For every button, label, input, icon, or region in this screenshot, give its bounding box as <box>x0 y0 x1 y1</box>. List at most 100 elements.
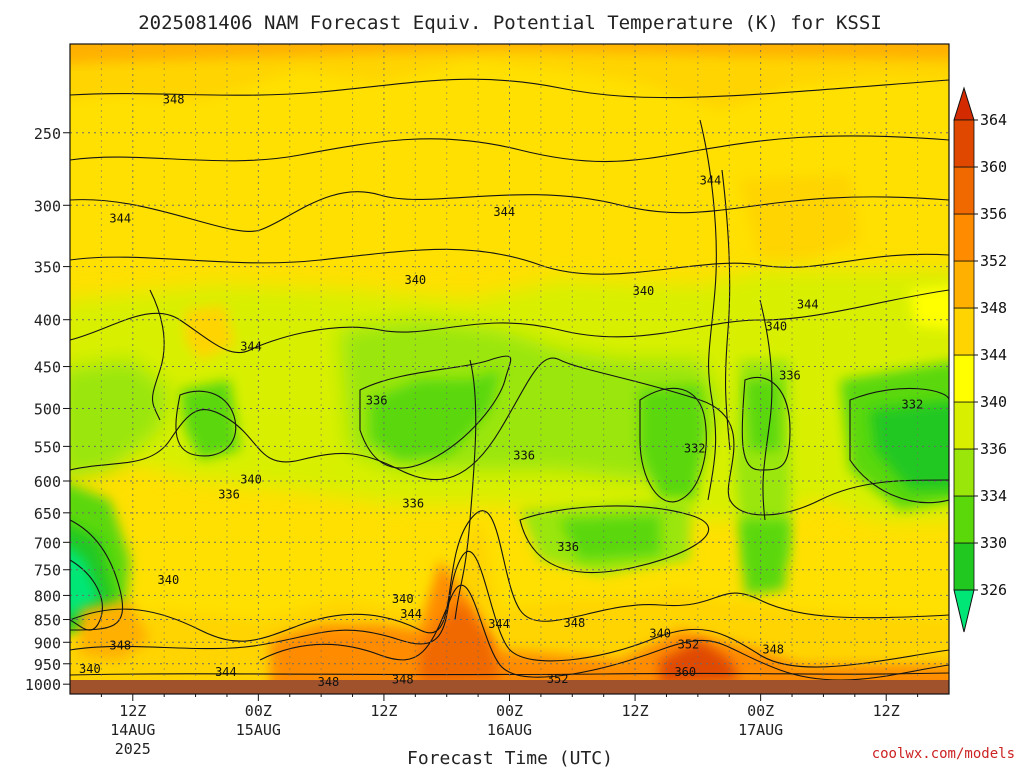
x-tick-year: 2025 <box>115 740 151 758</box>
colorbar-label: 352 <box>980 252 1007 270</box>
colorbar-bottom-arrow <box>953 589 975 633</box>
colorbar-label: 364 <box>980 111 1007 129</box>
colorbar-band <box>953 354 975 403</box>
contour-line <box>70 357 949 516</box>
colorbar-label: 360 <box>980 158 1007 176</box>
colorbar-label: 344 <box>980 346 1007 364</box>
contour-label: 336 <box>402 497 424 511</box>
contour-label: 344 <box>797 298 819 312</box>
contour-label: 340 <box>240 473 262 487</box>
contour-label: 348 <box>392 672 414 686</box>
contour-label: 352 <box>547 672 569 686</box>
colorbar-band <box>953 260 975 309</box>
y-tick-label: 750 <box>34 562 61 580</box>
contour-label: 348 <box>318 675 340 689</box>
contour-label: 344 <box>400 607 422 621</box>
colorbar-label: 348 <box>980 299 1007 317</box>
colorbar-band <box>953 401 975 450</box>
contour-label: 360 <box>674 665 696 679</box>
colorbar-top-arrow <box>953 86 975 121</box>
y-tick-label: 1000 <box>25 676 61 694</box>
y-tick-label: 950 <box>34 656 61 674</box>
contour-line <box>454 359 477 621</box>
colorbar-band <box>953 495 975 544</box>
contour-line <box>70 78 949 99</box>
contour-line <box>259 584 949 681</box>
shade-green-low-right <box>740 520 790 595</box>
contour-line <box>741 376 791 471</box>
contour-lines <box>70 78 949 681</box>
y-tick-label: 900 <box>34 634 61 652</box>
chart-title: 2025081406 NAM Forecast Equiv. Potential… <box>138 12 882 34</box>
contour-line <box>149 289 165 421</box>
contour-line <box>70 510 949 642</box>
contour-label: 332 <box>902 397 924 411</box>
colorbar-label: 336 <box>980 440 1007 458</box>
contour-label: 340 <box>404 273 426 287</box>
contour-label: 344 <box>240 340 262 354</box>
colorbar: 326 330 334 336 340 344 348 352 356 360 364 <box>953 86 1007 633</box>
contour-label: 340 <box>765 320 787 334</box>
colorbar-band <box>953 307 975 356</box>
y-tick-label: 250 <box>34 125 61 143</box>
x-tick-time: 00Z <box>245 702 272 720</box>
credit-text: coolwx.com/models <box>872 746 1015 762</box>
contour-label: 340 <box>649 626 671 640</box>
contour-label: 336 <box>513 449 535 463</box>
contour-label: 340 <box>158 573 180 587</box>
contour-label: 340 <box>392 592 414 606</box>
contour-line <box>70 519 124 631</box>
x-tick-date: 17AUG <box>738 721 783 739</box>
y-tick-label: 350 <box>34 259 61 277</box>
contour-label: 348 <box>109 638 131 652</box>
contour-label: 348 <box>163 93 185 107</box>
y-tick-label: 600 <box>34 473 61 491</box>
shade-upper-orange-core <box>70 44 949 64</box>
x-tick-date: 15AUG <box>236 721 281 739</box>
contour-line <box>70 248 949 275</box>
contour-label: 344 <box>109 211 131 225</box>
x-tick-time: 12Z <box>873 702 900 720</box>
contour-label: 336 <box>366 393 388 407</box>
contour-line <box>699 119 717 501</box>
shade-mid-green-left <box>70 360 170 478</box>
y-tick-label: 800 <box>34 587 61 605</box>
y-tick-label: 850 <box>34 612 61 630</box>
x-tick-date: 16AUG <box>487 721 532 739</box>
contour-line <box>70 135 949 163</box>
x-tick-time: 00Z <box>496 702 523 720</box>
colorbar-band <box>953 119 975 168</box>
colorbar-band <box>953 448 975 497</box>
colorbar-band <box>953 213 975 262</box>
colorbar-label: 330 <box>980 534 1007 552</box>
contour-line <box>519 505 710 574</box>
colorbar-label: 340 <box>980 393 1007 411</box>
y-tick-label: 400 <box>34 312 61 330</box>
contour-label: 344 <box>488 617 510 631</box>
colorbar-band <box>953 542 975 591</box>
contour-line <box>759 299 773 521</box>
contour-label: 332 <box>684 442 706 456</box>
contour-label: 344 <box>215 665 237 679</box>
y-tick-label: 300 <box>34 197 61 215</box>
contour-label: 352 <box>678 637 700 651</box>
contour-line <box>70 289 949 354</box>
contour-label: 348 <box>564 616 586 630</box>
contour-label: 344 <box>700 174 722 188</box>
colorbar-band <box>953 166 975 215</box>
shade-green-right-core <box>870 401 949 490</box>
y-tick-label: 500 <box>34 400 61 418</box>
colorbar-label: 356 <box>980 205 1007 223</box>
y-tick-label: 450 <box>34 359 61 377</box>
shade-orange-blob-left <box>185 305 235 360</box>
shade-green-vert-right-core <box>745 380 780 450</box>
shade-green-left-mid <box>180 380 240 460</box>
contour-label: 336 <box>557 540 579 554</box>
contour-label: 344 <box>493 205 515 219</box>
contour-line <box>70 672 949 676</box>
x-tick-time: 12Z <box>622 702 649 720</box>
contour-label: 340 <box>79 662 101 676</box>
